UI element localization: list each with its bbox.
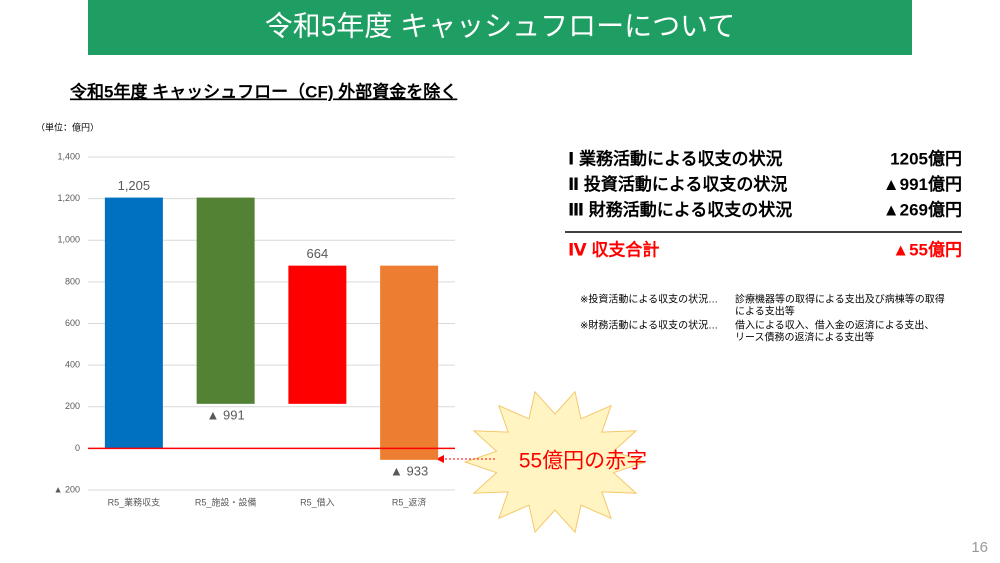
- y-tick-label: 0: [75, 443, 80, 453]
- y-tick-label: 400: [65, 360, 80, 370]
- x-tick-label: R5_返済: [392, 496, 427, 507]
- bar: [380, 265, 439, 460]
- note-text: による支出等: [735, 305, 795, 318]
- total-label: Ⅳ 収支合計: [568, 239, 659, 259]
- value-label: 1,205: [118, 178, 151, 193]
- x-tick-label: R5_施設・設備: [195, 496, 257, 507]
- note-label: ※投資活動による収支の状況…: [580, 293, 718, 306]
- summary-label: Ⅰ 業務活動による収支の状況: [568, 148, 783, 168]
- y-tick-label: ▲ 200: [54, 484, 80, 494]
- bar: [288, 265, 347, 404]
- value-label: 664: [307, 246, 329, 261]
- bar: [104, 197, 163, 449]
- y-tick-label: 200: [65, 401, 80, 411]
- y-tick-label: 800: [65, 276, 80, 286]
- callout-arrowhead: [436, 455, 444, 463]
- total-value: ▲55億円: [892, 239, 962, 259]
- y-tick-label: 1,400: [57, 151, 80, 161]
- note-text: リース債務の返済による支出等: [735, 331, 874, 344]
- summary-value: ▲991億円: [883, 174, 962, 194]
- note-text: 診療機器等の取得による支出及び病棟等の取得: [735, 293, 945, 306]
- chart-title: 令和5年度 キャッシュフロー（CF) 外部資金を除く: [70, 81, 457, 101]
- header-band: [88, 0, 912, 55]
- value-label: ▲ 991: [207, 407, 245, 422]
- value-label: ▲ 933: [390, 463, 428, 478]
- y-tick-label: 600: [65, 318, 80, 328]
- page-number: 16: [971, 539, 988, 556]
- unit-label: （単位：億円）: [36, 121, 99, 132]
- y-tick-label: 1,000: [57, 235, 80, 245]
- x-tick-label: R5_業務収支: [108, 496, 161, 507]
- bar: [196, 197, 255, 404]
- note-label: ※財務活動による収支の状況…: [580, 319, 718, 332]
- y-tick-label: 1,200: [57, 193, 80, 203]
- callout-text: 55億円の赤字: [519, 450, 647, 473]
- x-tick-label: R5_借入: [300, 496, 335, 507]
- summary-label: Ⅲ 財務活動による収支の状況: [568, 199, 792, 219]
- summary-value: 1205億円: [890, 148, 962, 168]
- summary-label: Ⅱ 投資活動による収支の状況: [568, 174, 787, 194]
- summary-value: ▲269億円: [883, 199, 962, 219]
- slide-title: 令和5年度 キャッシュフローについて: [265, 10, 736, 41]
- callout-burst: [463, 390, 647, 534]
- note-text: 借入による収入、借入金の返済による支出、: [735, 319, 934, 332]
